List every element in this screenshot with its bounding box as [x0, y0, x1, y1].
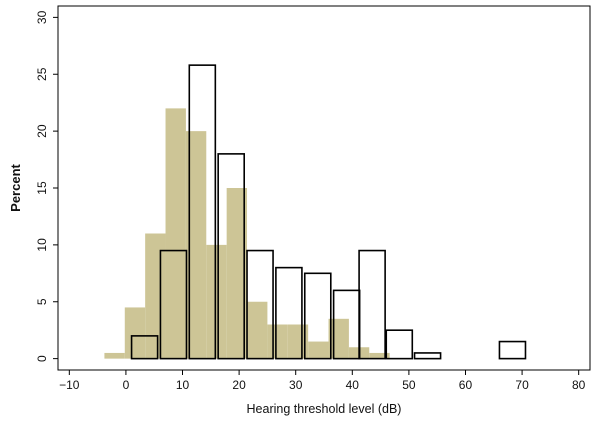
x-tick-label-3: 20: [232, 378, 246, 392]
outline-bar-11: [498, 340, 527, 360]
y-tick-label-0: 0: [35, 355, 49, 362]
outline-bar-10: [413, 352, 442, 360]
x-tick-label-8: 70: [515, 378, 529, 392]
filled-bar-10: [308, 341, 329, 359]
outline-bar-8: [358, 249, 386, 360]
y-tick-label-2: 10: [35, 238, 49, 252]
y-tick-label-4: 20: [35, 124, 49, 138]
x-tick-label-1: 0: [123, 378, 130, 392]
x-tick-label-0: −10: [59, 378, 80, 392]
y-axis: 0 5 10 15 20 25 30: [35, 10, 58, 362]
y-tick-label-1: 5: [35, 298, 49, 305]
x-axis: −10 0 10 20 30 40 50 60 70 80: [59, 370, 586, 392]
filled-bar-9: [287, 324, 309, 359]
x-tick-label-4: 30: [289, 378, 303, 392]
outline-bar-5: [275, 266, 303, 360]
x-tick-label-9: 80: [572, 378, 586, 392]
x-tick-label-6: 50: [402, 378, 416, 392]
outline-bar-3: [217, 153, 245, 360]
x-axis-title: Hearing threshold level (dB): [247, 402, 402, 416]
outline-bar-1: [159, 249, 188, 360]
outline-bar-0: [130, 335, 159, 360]
filled-bar-8: [267, 324, 288, 359]
y-tick-label-3: 15: [35, 181, 49, 195]
x-tick-label-2: 10: [176, 378, 190, 392]
filled-bar-6: [226, 188, 248, 359]
filled-bar-0: [104, 352, 125, 359]
filled-bar-3: [165, 108, 186, 359]
outline-bar-4: [246, 249, 274, 360]
outline-bar-2: [188, 64, 217, 360]
outline-bar-9: [385, 329, 414, 360]
y-axis-title: Percent: [8, 163, 23, 211]
y-tick-label-5: 25: [35, 67, 49, 81]
filled-bar-2: [145, 233, 166, 359]
outline-histogram-series: [130, 64, 527, 360]
filled-bar-7: [247, 301, 268, 359]
filled-bar-4: [185, 131, 207, 359]
filled-bar-13: [369, 352, 390, 359]
filled-bar-1: [124, 307, 146, 359]
y-tick-label-6: 30: [35, 10, 49, 24]
x-tick-label-5: 40: [346, 378, 360, 392]
x-tick-label-7: 60: [459, 378, 473, 392]
outline-bar-6: [303, 272, 332, 360]
filled-bar-5: [206, 244, 227, 359]
